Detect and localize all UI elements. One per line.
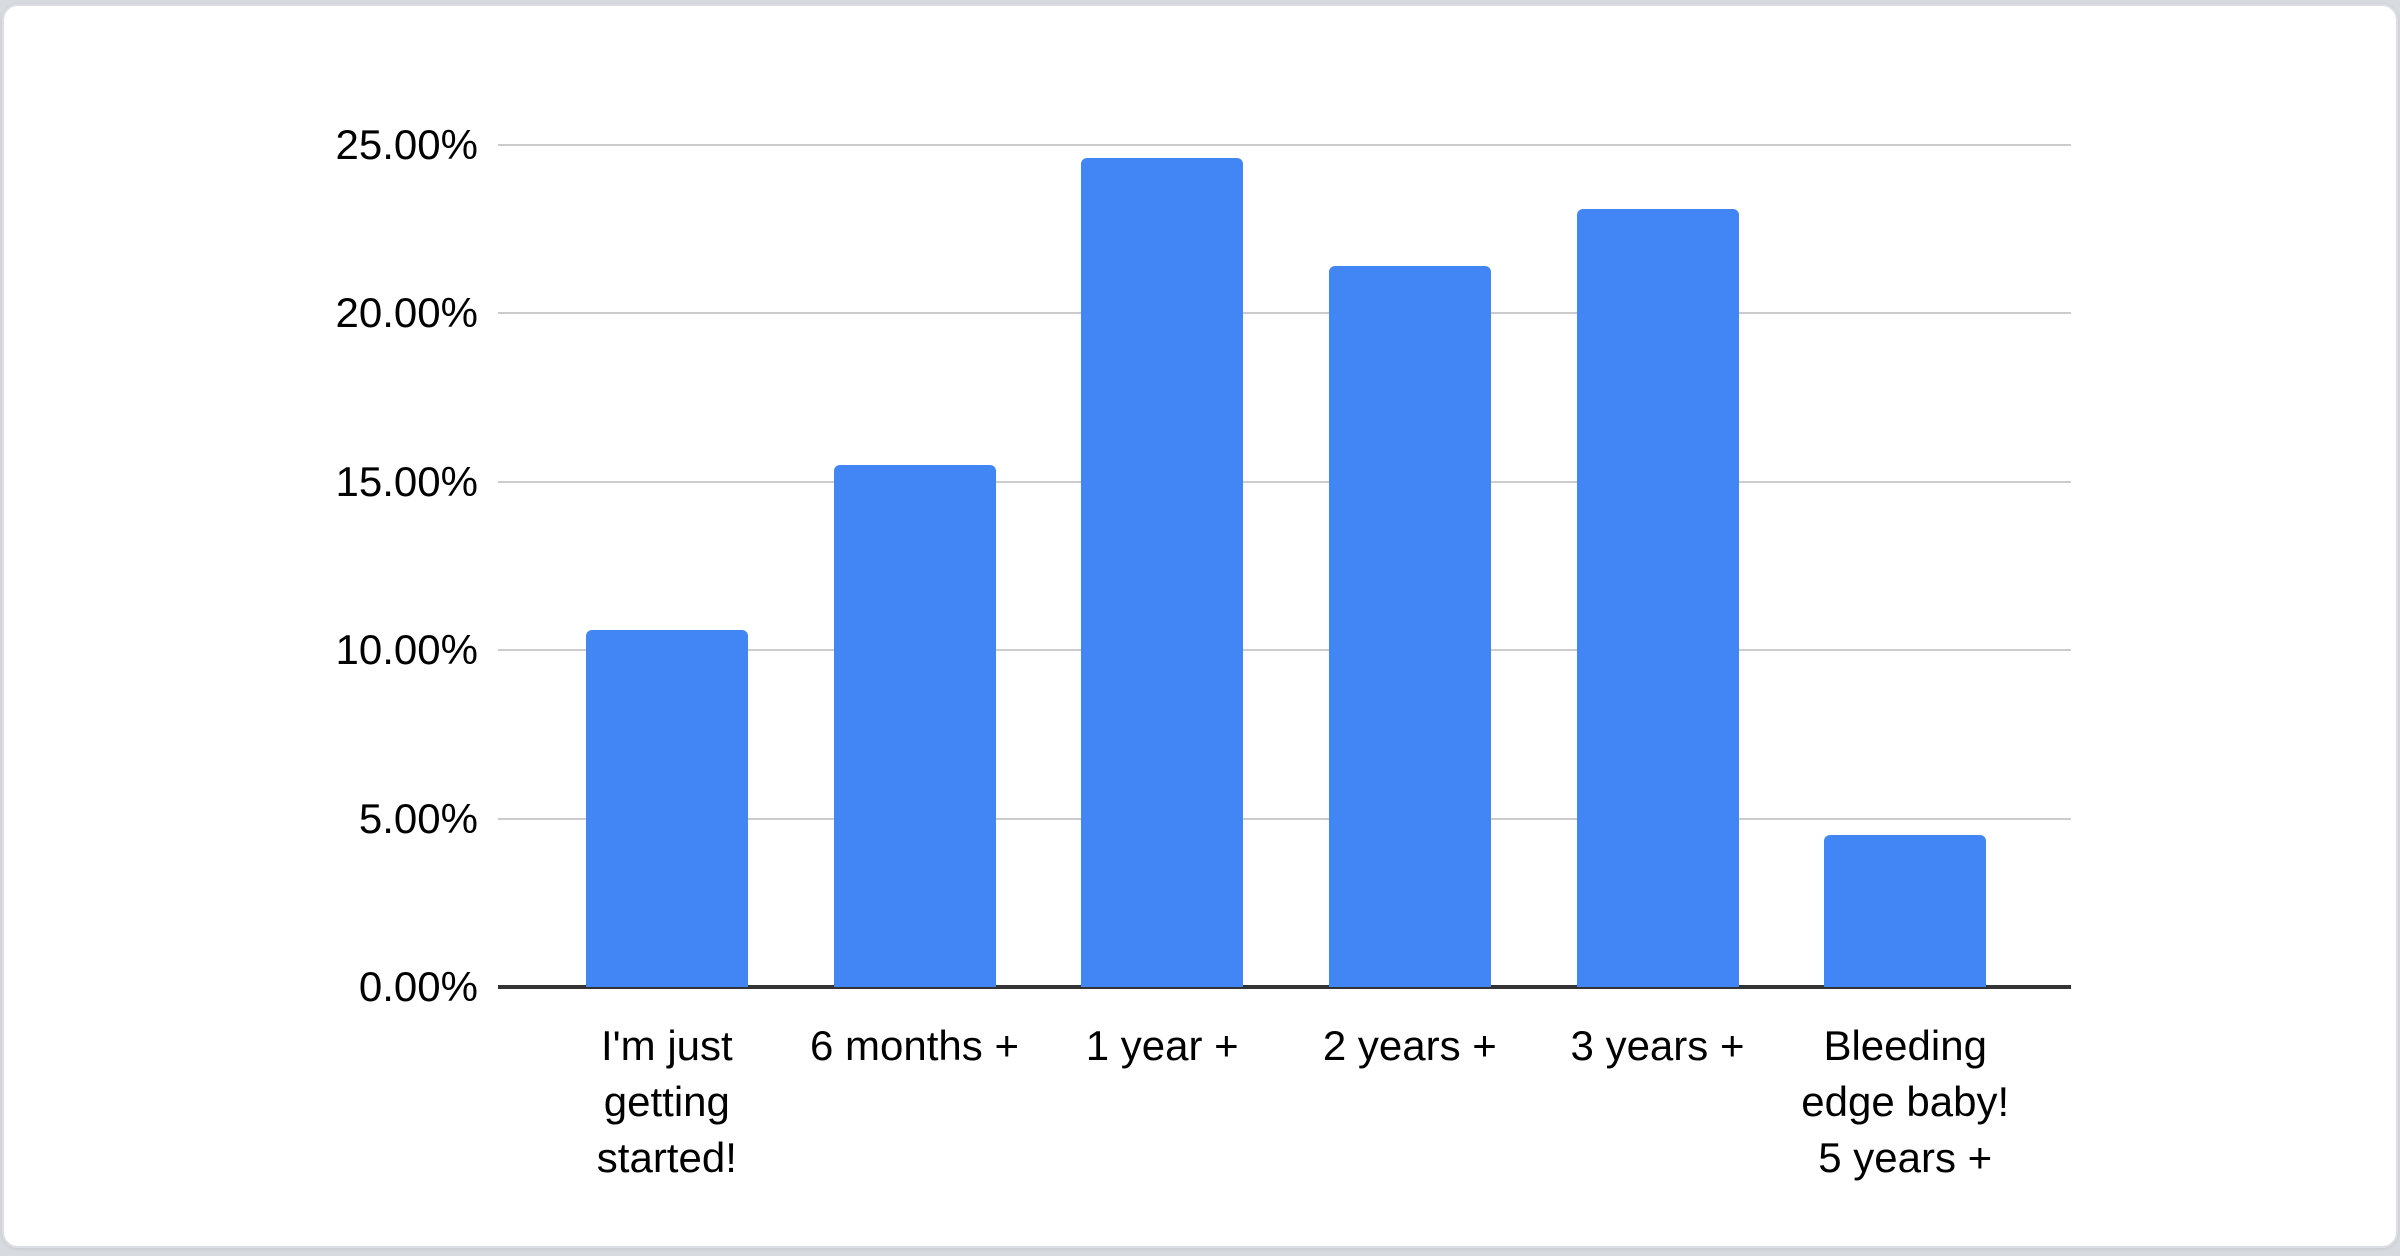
bar-chart: 25.00% 20.00% 15.00% 10.00% 5.00% 0.00% I'm j… xyxy=(4,6,2396,1246)
gridline-15pct xyxy=(498,480,2071,483)
chart-card: 25.00% 20.00% 15.00% 10.00% 5.00% 0.00% I'm j… xyxy=(2,4,2398,1248)
x-tick-label: Bleeding edge baby! 5 years + xyxy=(1801,1022,2010,1181)
x-tick-label: 6 months + xyxy=(810,1022,1019,1069)
category-band xyxy=(1286,145,1534,987)
y-tick-label: 5.00% xyxy=(358,794,478,842)
y-tick-label: 0.00% xyxy=(358,963,478,1010)
gridline-10pct xyxy=(498,649,2071,652)
category-band xyxy=(543,145,791,987)
bar-series xyxy=(543,145,2029,987)
bar-1[interactable] xyxy=(585,630,748,987)
x-tick-label: 2 years + xyxy=(1322,1022,1497,1069)
x-axis-baseline xyxy=(498,985,2071,989)
y-tick-label: 15.00% xyxy=(335,457,478,505)
x-axis-labels: I'm just getting started! 6 months + 1 yea… xyxy=(543,1018,2029,1186)
x-tick-label: 3 years + xyxy=(1570,1022,1745,1069)
category-band xyxy=(791,145,1039,987)
category-band xyxy=(1038,145,1286,987)
bar-4[interactable] xyxy=(1328,266,1491,987)
category-band xyxy=(1781,145,2029,987)
y-tick-label: 20.00% xyxy=(335,289,478,337)
y-tick-label: 10.00% xyxy=(335,626,478,674)
bar-2[interactable] xyxy=(833,464,996,987)
y-tick-label: 25.00% xyxy=(335,121,478,168)
x-tick-label: 1 year + xyxy=(1085,1022,1239,1069)
y-axis-labels: 25.00% 20.00% 15.00% 10.00% 5.00% 0.00% xyxy=(4,124,478,1008)
gridline-20pct xyxy=(498,312,2071,315)
plot-area xyxy=(498,144,2071,989)
category-band xyxy=(1534,145,1782,987)
bar-3[interactable] xyxy=(1081,158,1244,987)
bar-5[interactable] xyxy=(1576,209,1739,987)
gridline-5pct xyxy=(498,817,2071,820)
bar-6[interactable] xyxy=(1824,835,1987,987)
x-tick-label: I'm just getting started! xyxy=(596,1022,737,1181)
gridline-25pct xyxy=(498,144,2071,146)
